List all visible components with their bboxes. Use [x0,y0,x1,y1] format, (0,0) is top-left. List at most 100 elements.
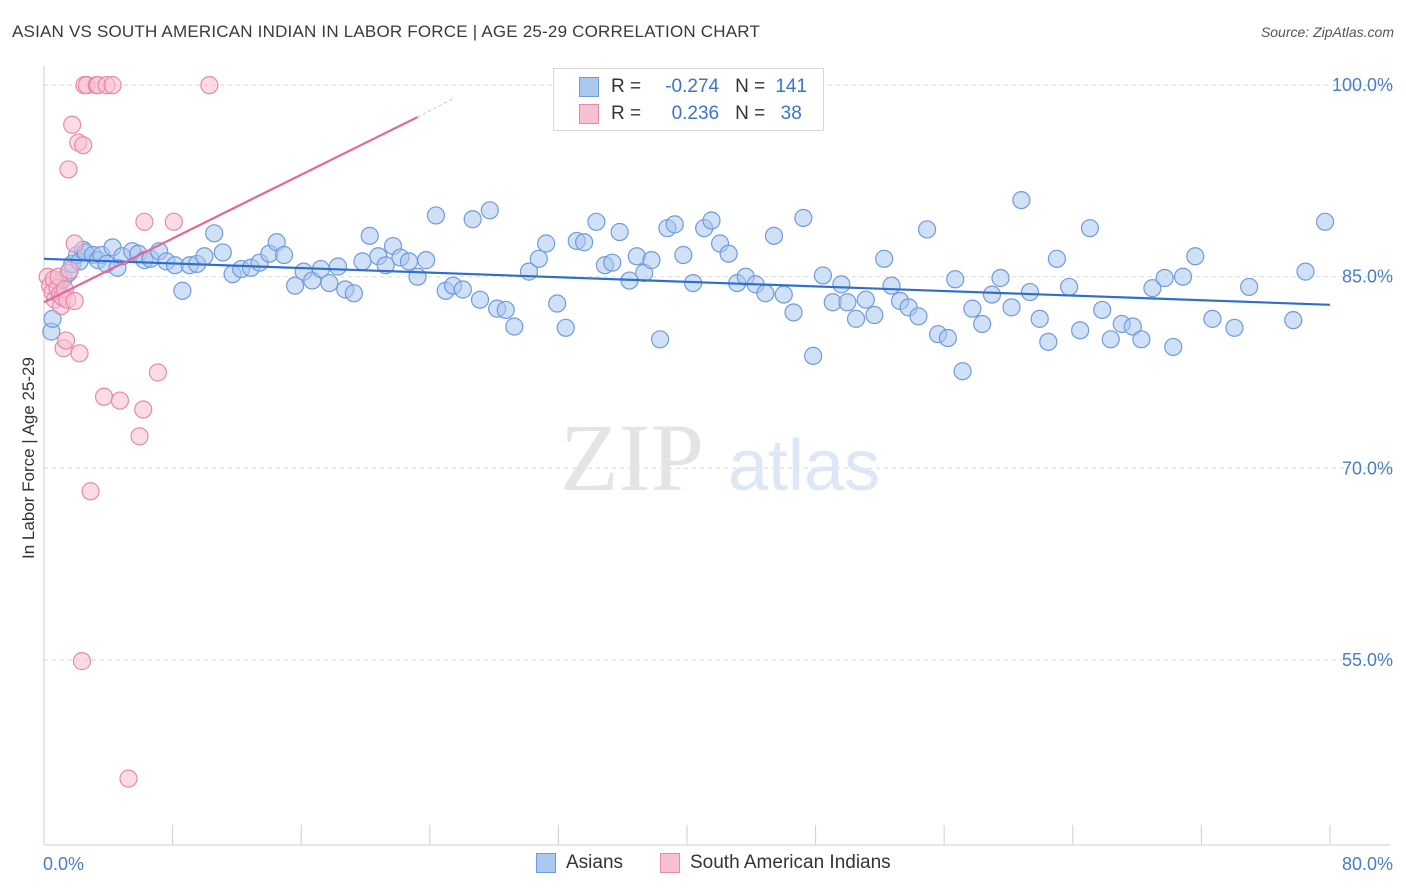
asian-point [856,290,875,309]
sai-point [74,136,93,155]
asian-point [426,206,446,225]
asian-point [946,270,965,289]
asian-point [973,314,992,334]
asian-point [784,303,803,322]
sai-point [103,76,122,95]
asian-point [408,267,427,286]
asian-point [205,224,224,243]
legend-row-asians: R = -0.274 N = 141 [554,74,817,100]
y-tick-label: 55.0% [1342,650,1393,670]
asian-point [642,251,661,270]
asian-point [1093,300,1112,320]
asian-point [838,293,857,312]
asian-point [794,208,813,228]
asian-point [537,234,556,253]
asian-point [1020,282,1040,302]
sai-points [38,76,219,788]
asian-point [399,252,419,271]
legend-n-label: N = [735,76,766,97]
legend-r-value: 0.236 [671,103,720,124]
sai-point [70,344,89,363]
x-tick-label: 0.0% [43,854,84,874]
asian-point [587,212,606,231]
asian-point [603,253,622,272]
legend-item-sai[interactable]: South American Indians [660,852,891,874]
asian-point [1039,332,1058,351]
asian-point [360,226,379,245]
y-tick-label: 85.0% [1342,267,1393,287]
asian-point [1080,219,1100,238]
sai-point [135,212,154,231]
legend-row-sai: R = 0.236 N = 38 [554,101,817,127]
asian-point [1155,268,1174,288]
legend-r-label: R = [611,76,642,97]
legend-swatch-sai [660,853,680,873]
y-tick-labels: 55.0% 70.0% 85.0% 100.0% [1332,75,1393,670]
sai-point [63,115,82,134]
y-tick-label: 70.0% [1342,458,1393,478]
asian-point [320,273,339,293]
asian-point [846,309,866,328]
legend-item-asians[interactable]: Asians [536,852,623,874]
asian-point [417,251,436,270]
asian-point [982,285,1002,304]
sai-point [164,212,183,231]
asian-point [804,346,823,365]
sai-point [56,331,76,350]
asian-point [274,245,294,265]
asian-point [195,247,214,266]
sai-point [81,482,100,501]
legend-n-label: N = [735,103,766,124]
asian-point [453,280,472,299]
watermark-zip: ZIP [560,404,704,511]
sai-point [130,427,149,446]
stats-legend: R = -0.274 N = 141 R = 0.236 N = 38 [553,68,824,131]
x-tick-labels: 0.0% 80.0% [43,854,1393,874]
watermark-atlas: atlas [728,426,880,506]
asian-point [719,244,738,263]
asian-point [529,249,548,268]
asian-point [173,281,192,300]
asian-point [463,210,482,229]
legend-n-value: 38 [780,103,802,124]
y-axis-label: In Labor Force | Age 25-29 [19,357,38,559]
legend-label-asians: Asians [566,852,624,873]
asian-point [353,252,372,271]
legend-swatch-sai [579,104,599,124]
zipatlas-watermark: ZIP atlas [560,404,880,511]
asian-point [1143,279,1162,298]
asian-point [875,249,894,268]
asian-point [1012,190,1031,210]
asian-point [1060,277,1079,297]
asian-point [882,276,901,295]
asian-point [376,256,395,275]
asian-point [1225,318,1244,337]
asian-point [764,226,784,245]
asian-point [575,233,594,252]
asian-points [42,190,1335,381]
legend-swatch-asians [579,77,599,97]
asian-point [963,299,982,318]
legend-swatch-asians [536,853,556,873]
x-tick-label: 80.0% [1342,854,1393,874]
asian-point [991,268,1010,288]
sai-trend-line [43,116,419,304]
asian-point [328,257,348,276]
axes [43,66,1390,846]
asian-point [832,275,851,294]
asian-point [1173,267,1193,286]
asian-point [665,215,684,234]
asian-point [1203,309,1222,328]
chart-title: ASIAN VS SOUTH AMERICAN INDIAN IN LABOR … [12,22,761,41]
asian-point [1316,212,1335,231]
sai-point [119,769,138,788]
asian-point [1047,249,1066,268]
asian-point [213,243,232,262]
legend-r-value: -0.274 [665,76,720,97]
asian-point [1164,337,1183,357]
asian-point [702,211,721,230]
asian-point [774,285,793,304]
asian-point [1123,317,1142,336]
sai-point [60,261,79,280]
sai-trend-extension [417,97,455,118]
